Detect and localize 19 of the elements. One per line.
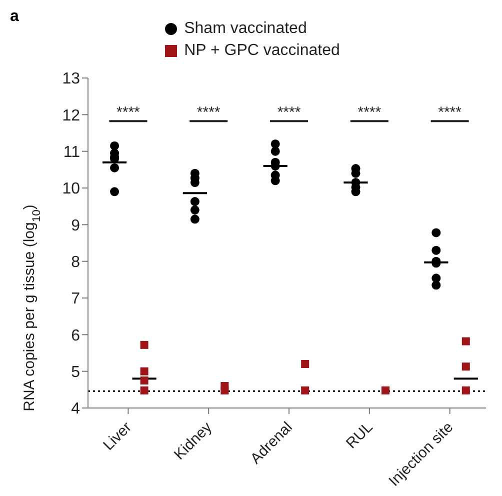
legend-label: NP + GPC vaccinated bbox=[184, 41, 340, 61]
y-tick-label: 7 bbox=[71, 290, 80, 308]
annotation: **** bbox=[358, 104, 382, 122]
y-tick-label: 10 bbox=[62, 180, 80, 198]
y-tick-label: 8 bbox=[71, 254, 80, 272]
text: a bbox=[10, 8, 19, 26]
annotation: **** bbox=[438, 104, 462, 122]
annotation: **** bbox=[277, 104, 301, 122]
annotation: **** bbox=[116, 104, 140, 122]
x-tick-label: RUL bbox=[343, 418, 376, 452]
legend-label: Sham vaccinated bbox=[184, 19, 307, 39]
y-tick-label: 13 bbox=[62, 70, 80, 88]
y-tick-label: 12 bbox=[62, 107, 80, 124]
y-tick-label: 4 bbox=[71, 400, 80, 418]
y-tick-label: 9 bbox=[71, 217, 80, 234]
annotation: **** bbox=[196, 104, 220, 122]
y-tick-label: 11 bbox=[63, 144, 80, 162]
y-tick-label: 6 bbox=[71, 327, 80, 344]
y-tick-label: 5 bbox=[71, 364, 80, 382]
